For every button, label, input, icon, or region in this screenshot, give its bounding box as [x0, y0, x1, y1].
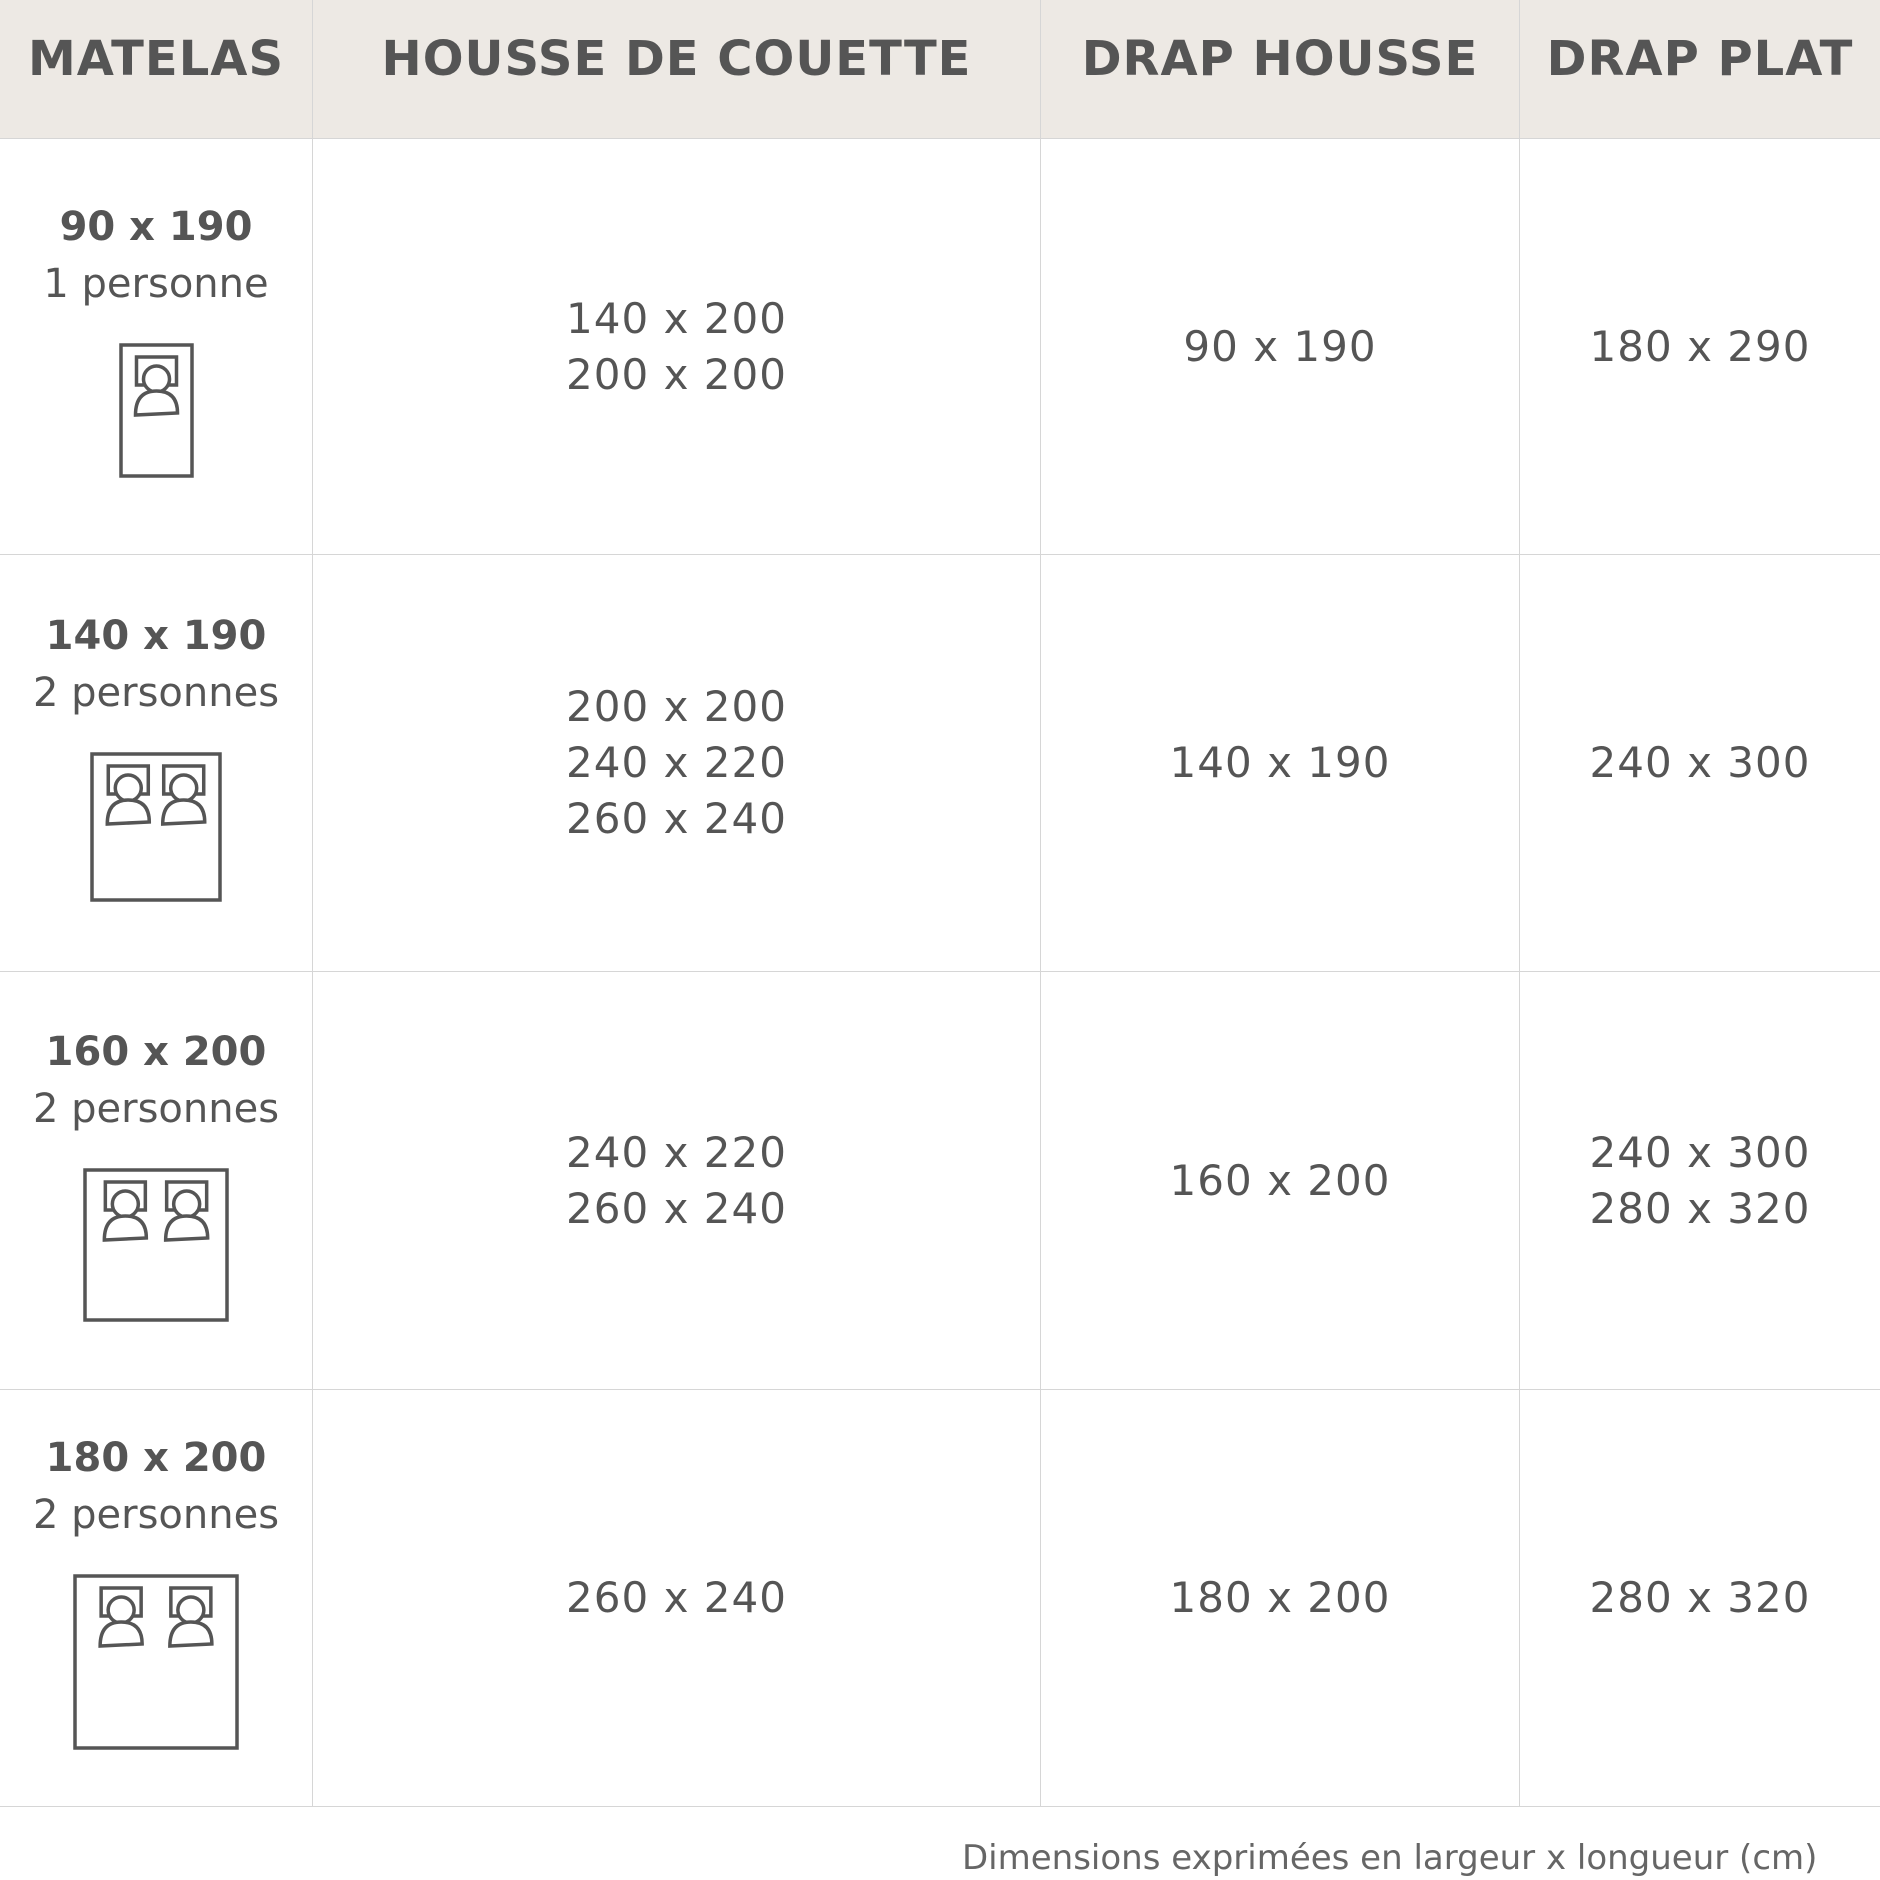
single-bed-icon [118, 343, 194, 494]
mattress-size: 90 x 190 [59, 204, 253, 250]
column-header: HOUSSE DE COUETTE [313, 0, 1041, 139]
mattress-cell: 180 x 200 2 personnes [0, 1390, 313, 1807]
dimension-value: 280 x 320 [1589, 1183, 1811, 1233]
mattress-size: 180 x 200 [45, 1435, 267, 1481]
fitted-sheet-cell: 160 x 200 [1041, 972, 1520, 1390]
dimension-value: 240 x 220 [566, 1127, 787, 1177]
mattress-cell: 90 x 190 1 personne [0, 139, 313, 555]
fitted-sheet-cell: 90 x 190 [1041, 139, 1520, 555]
dimension-value: 280 x 320 [1589, 1573, 1811, 1622]
double-bed-icon [90, 752, 222, 918]
dimension-value: 240 x 300 [1589, 738, 1811, 787]
column-header: DRAP HOUSSE [1041, 0, 1520, 139]
mattress-cell: 140 x 190 2 personnes [0, 555, 313, 972]
queen-bed-icon [83, 1167, 229, 1338]
size-table: MATELAS HOUSSE DE COUETTE DRAP HOUSSE DRAP … [0, 0, 1880, 1807]
persons-label: 2 personnes [32, 1492, 280, 1538]
dimension-value: 200 x 200 [566, 682, 787, 731]
duvet-cover-cell: 240 x 220 260 x 240 [313, 972, 1041, 1390]
dimension-value: 140 x 190 [1169, 738, 1391, 787]
dimension-value: 240 x 220 [566, 738, 787, 787]
fitted-sheet-cell: 180 x 200 [1041, 1390, 1520, 1807]
persons-label: 2 personnes [32, 1085, 280, 1132]
dimension-value: 260 x 240 [566, 794, 787, 843]
duvet-cover-cell: 260 x 240 [313, 1390, 1041, 1807]
dimension-value: 180 x 290 [1589, 321, 1811, 371]
mattress-size: 160 x 200 [45, 1028, 267, 1075]
flat-sheet-cell: 240 x 300 280 x 320 [1520, 972, 1880, 1390]
dimension-value: 260 x 240 [566, 1573, 787, 1622]
dimension-value: 160 x 200 [1169, 1155, 1391, 1205]
flat-sheet-cell: 180 x 290 [1520, 139, 1880, 555]
duvet-cover-cell: 200 x 200 240 x 220 260 x 240 [313, 555, 1041, 972]
footer-note: Dimensions exprimées en largeur x longue… [962, 1838, 1818, 1878]
duvet-cover-cell: 140 x 200 200 x 200 [313, 139, 1041, 555]
column-header: MATELAS [0, 0, 313, 139]
dimension-value: 180 x 200 [1169, 1573, 1391, 1622]
king-bed-icon [73, 1574, 239, 1766]
column-header: DRAP PLAT [1520, 0, 1880, 139]
mattress-size: 140 x 190 [45, 613, 267, 659]
persons-label: 2 personnes [32, 670, 280, 716]
dimension-value: 200 x 200 [566, 349, 787, 399]
dimension-value: 140 x 200 [566, 293, 787, 343]
mattress-cell: 160 x 200 2 personnes [0, 972, 313, 1390]
flat-sheet-cell: 240 x 300 [1520, 555, 1880, 972]
fitted-sheet-cell: 140 x 190 [1041, 555, 1520, 972]
flat-sheet-cell: 280 x 320 [1520, 1390, 1880, 1807]
dimension-value: 240 x 300 [1589, 1127, 1811, 1177]
dimension-value: 90 x 190 [1183, 321, 1377, 371]
persons-label: 1 personne [43, 261, 269, 307]
dimension-value: 260 x 240 [566, 1183, 787, 1233]
